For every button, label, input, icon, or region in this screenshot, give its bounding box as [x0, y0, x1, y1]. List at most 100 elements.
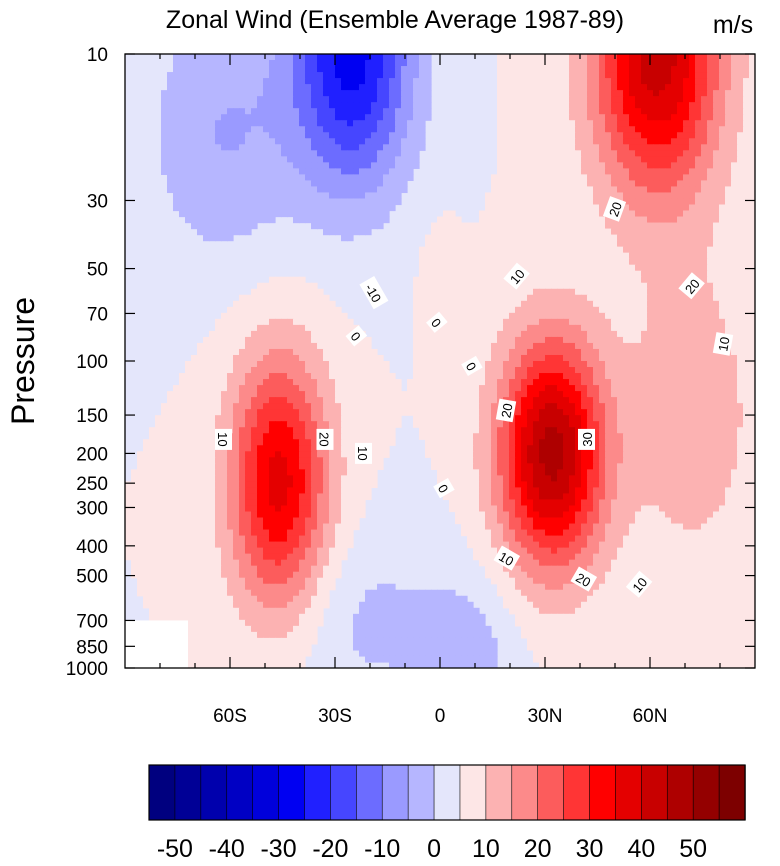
contour-cell	[557, 385, 564, 392]
contour-cell	[179, 90, 186, 97]
contour-cell	[707, 367, 714, 374]
contour-cell	[203, 397, 210, 404]
contour-cell	[689, 391, 696, 398]
contour-cell	[689, 120, 696, 127]
contour-cell	[527, 373, 534, 380]
contour-cell	[737, 336, 744, 344]
contour-cell	[497, 234, 504, 242]
contour-cell	[701, 415, 708, 422]
contour-cell	[311, 361, 318, 368]
contour-cell	[575, 403, 582, 410]
contour-cell	[641, 156, 648, 163]
contour-cell	[665, 138, 672, 145]
contour-cell	[497, 246, 504, 254]
contour-cell	[173, 156, 180, 163]
contour-cell	[521, 312, 528, 320]
contour-cell	[545, 78, 552, 85]
contour-cell	[491, 348, 498, 356]
contour-cell	[581, 246, 588, 254]
contour-cell	[359, 102, 366, 109]
contour-cell	[473, 385, 480, 392]
contour-cell	[299, 144, 306, 151]
contour-cell	[227, 342, 234, 350]
contour-cell	[299, 373, 306, 380]
contour-cell	[239, 397, 246, 404]
contour-cell	[677, 216, 684, 224]
contour-cell	[425, 373, 432, 380]
contour-cell	[431, 330, 438, 338]
contour-cell	[503, 361, 510, 368]
contour-cell	[329, 138, 336, 145]
contour-cell	[563, 78, 570, 85]
contour-cell	[395, 84, 402, 91]
contour-cell	[719, 126, 726, 133]
contour-cell	[653, 367, 660, 374]
contour-cell	[599, 415, 606, 422]
contour-cell	[197, 186, 204, 194]
contour-cell	[563, 379, 570, 386]
contour-cell	[269, 120, 276, 127]
contour-cell	[353, 391, 360, 398]
contour-cell	[641, 294, 648, 302]
contour-cell	[707, 192, 714, 200]
contour-cell	[737, 150, 744, 157]
contour-cell	[575, 252, 582, 260]
contour-cell	[743, 318, 750, 326]
contour-cell	[557, 168, 564, 175]
contour-cell	[719, 228, 726, 236]
contour-cell	[299, 78, 306, 85]
contour-cell	[425, 294, 432, 302]
contour-cell	[491, 264, 498, 272]
contour-cell	[293, 192, 300, 200]
contour-cell	[641, 391, 648, 398]
contour-cell	[209, 330, 216, 338]
contour-cell	[635, 120, 642, 127]
contour-cell	[581, 385, 588, 392]
contour-cell	[533, 66, 540, 73]
contour-cell	[479, 228, 486, 236]
contour-cell	[743, 96, 750, 103]
contour-cell	[533, 174, 540, 182]
contour-cell	[629, 385, 636, 392]
contour-cell	[347, 403, 354, 410]
contour-cell	[497, 270, 504, 278]
contour-cell	[653, 72, 660, 79]
contour-cell	[461, 379, 468, 386]
contour-cell	[659, 276, 666, 284]
contour-cell	[245, 354, 252, 362]
contour-cell	[527, 276, 534, 284]
contour-cell	[389, 114, 396, 121]
contour-cell	[347, 60, 354, 67]
contour-cell	[737, 324, 744, 332]
contour-cell	[743, 156, 750, 163]
contour-cell	[179, 126, 186, 133]
contour-cell	[719, 288, 726, 296]
contour-cell	[305, 403, 312, 410]
contour-cell	[653, 379, 660, 386]
contour-cell	[359, 144, 366, 151]
contour-cell	[407, 54, 414, 61]
contour-cell	[407, 66, 414, 73]
contour-cell	[197, 114, 204, 121]
contour-cell	[521, 318, 528, 326]
contour-cell	[665, 180, 672, 188]
contour-cell	[707, 78, 714, 85]
contour-cell	[275, 174, 282, 182]
contour-cell	[353, 180, 360, 188]
contour-cell	[431, 336, 438, 344]
contour-cell	[617, 409, 624, 416]
contour-cell	[659, 397, 666, 404]
contour-cell	[347, 391, 354, 398]
contour-cell	[551, 102, 558, 109]
contour-cell	[257, 198, 264, 206]
contour-cell	[527, 252, 534, 260]
contour-cell	[491, 270, 498, 278]
contour-cell	[533, 150, 540, 157]
contour-cell	[659, 403, 666, 410]
contour-cell	[293, 84, 300, 91]
contour-cell	[509, 180, 516, 188]
contour-cell	[689, 252, 696, 260]
contour-cell	[539, 361, 546, 368]
contour-cell	[479, 210, 486, 218]
contour-cell	[611, 336, 618, 344]
